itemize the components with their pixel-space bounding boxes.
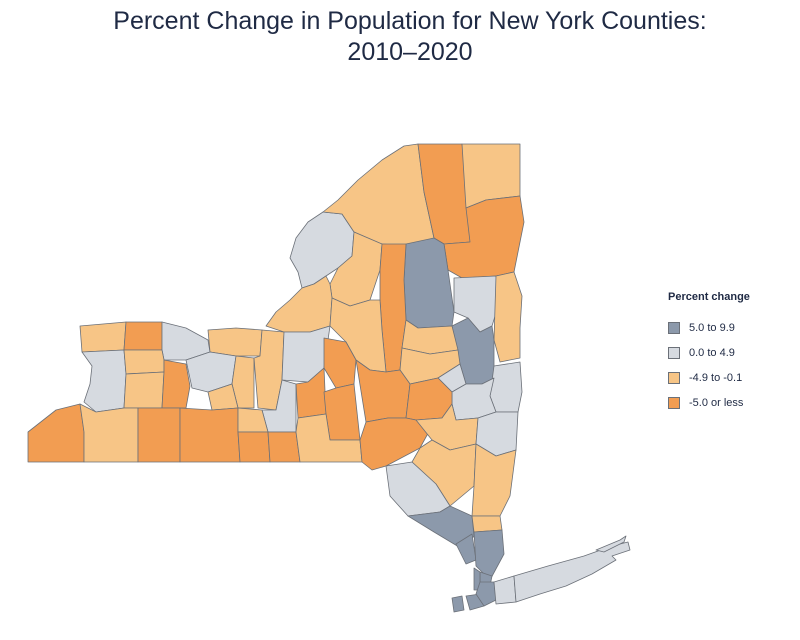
title-line-1: Percent Change in Population for New Yor… xyxy=(113,7,707,35)
map-title: Percent Change in Population for New Yor… xyxy=(0,6,800,68)
county-richmond xyxy=(451,595,465,613)
county-dutchess xyxy=(471,443,517,517)
county-wyoming xyxy=(123,371,165,409)
county-suffolk xyxy=(513,541,631,603)
county-washington xyxy=(493,271,523,363)
legend-title: Percent change xyxy=(668,291,750,303)
legend-item: -5.0 or less xyxy=(668,390,788,415)
legend-swatch xyxy=(668,371,680,384)
legend-label: -5.0 or less xyxy=(689,396,744,409)
county-chemung xyxy=(237,431,271,463)
county-steuben xyxy=(179,407,241,463)
county-chautauqua xyxy=(27,403,85,463)
county-livingston xyxy=(161,359,191,409)
legend-label: -4.9 to -0.1 xyxy=(689,371,743,384)
county-genesee xyxy=(123,349,165,375)
county-tioga xyxy=(267,431,301,463)
legend-item: -4.9 to -0.1 xyxy=(668,365,788,390)
county-suffolk-north-fork xyxy=(595,535,627,553)
legend-item: 0.0 to 4.9 xyxy=(668,340,788,365)
county-seneca xyxy=(231,355,255,409)
legend-swatch xyxy=(668,346,680,359)
legend-item: 5.0 to 9.9 xyxy=(668,315,788,340)
county-nassau xyxy=(493,575,517,605)
title-line-2: 2010–2020 xyxy=(347,38,473,66)
county-westchester xyxy=(473,529,505,581)
county-erie xyxy=(81,349,127,413)
county-cattaraugus xyxy=(79,403,139,463)
county-allegany xyxy=(137,407,181,463)
legend-label: 0.0 to 4.9 xyxy=(689,346,735,359)
county-chenango xyxy=(323,383,361,441)
county-orleans xyxy=(123,321,163,351)
county-wayne xyxy=(207,327,263,357)
county-oswego xyxy=(265,275,333,333)
county-niagara xyxy=(79,321,127,353)
county-cortland xyxy=(295,367,327,419)
county-rensselaer xyxy=(489,361,523,413)
legend: Percent change 5.0 to 9.9 0.0 to 4.9 -4.… xyxy=(668,291,788,415)
county-queens xyxy=(475,581,497,607)
legend-label: 5.0 to 9.9 xyxy=(689,321,735,334)
legend-swatch xyxy=(668,396,680,409)
county-putnam xyxy=(471,515,503,533)
legend-swatch xyxy=(668,321,680,334)
